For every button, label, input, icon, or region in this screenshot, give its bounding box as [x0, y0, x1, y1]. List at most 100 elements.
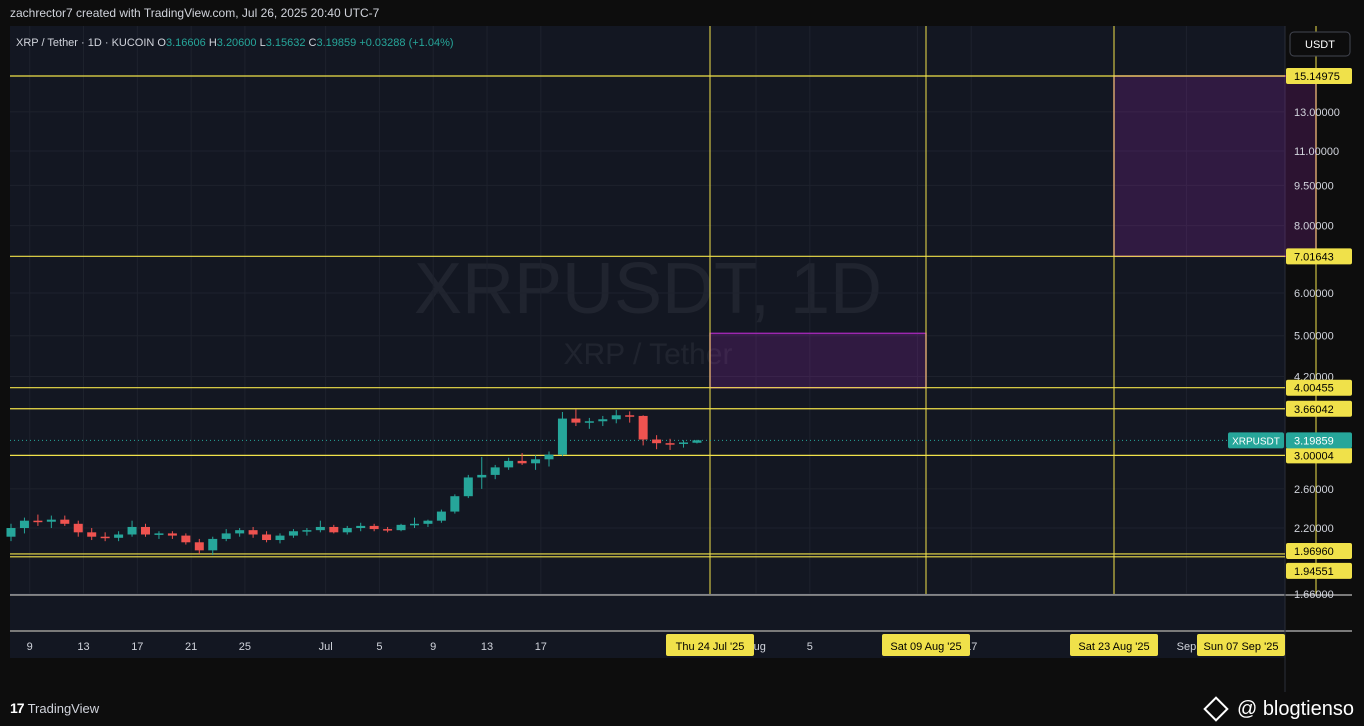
date-marker-tag: [666, 634, 754, 656]
date-marker-label: Sun 07 Sep '25: [1204, 641, 1279, 653]
time-tick-label: 13: [481, 641, 493, 653]
price-tick-label: 1.66000: [1294, 589, 1334, 601]
time-tick-label: 5: [807, 641, 813, 653]
date-marker-label: Sat 23 Aug '25: [1078, 641, 1149, 653]
watermark-symbol: XRPUSDT, 1D: [414, 249, 882, 329]
candle-body: [383, 529, 393, 531]
author-line: zachrector7 created with TradingView.com…: [0, 0, 1364, 26]
candle-body: [652, 439, 662, 444]
date-marker-label: Sat 09 Aug '25: [890, 641, 961, 653]
candle-body: [598, 419, 608, 422]
legend-c-label: C: [309, 37, 317, 49]
ohlc-legend[interactable]: XRP / Tether · 1D · KUCOIN O3.16606 H3.2…: [16, 37, 454, 49]
binance-icon: [1203, 696, 1229, 722]
level-tag-label: 3.66042: [1294, 404, 1334, 416]
candle-body: [571, 418, 581, 423]
candle-body: [235, 530, 245, 534]
price-tick-label: 5.00000: [1294, 331, 1334, 343]
candle-body: [167, 533, 177, 536]
level-tag: [1286, 447, 1352, 464]
watermark-description: XRP / Tether: [564, 338, 733, 371]
candle-body: [73, 523, 83, 533]
candle-body: [221, 533, 231, 539]
time-tick-label: Jul: [319, 641, 333, 653]
candle-body: [315, 526, 325, 531]
price-tag-label: 3.19859: [1294, 435, 1334, 447]
candle-body: [356, 525, 366, 529]
candle-body: [450, 496, 460, 512]
credit-label: @ blogtienso: [1236, 697, 1354, 720]
candle-body: [288, 531, 298, 536]
candle-body: [342, 528, 352, 533]
candle-body: [194, 542, 204, 551]
price-tick-label: 13.00000: [1294, 107, 1340, 119]
candle-body: [248, 530, 258, 535]
symbol-tag-label: XRPUSDT: [1232, 436, 1280, 447]
indicator-pane: [10, 596, 1285, 630]
candle-body: [531, 459, 541, 464]
candle-body: [114, 534, 124, 538]
candle-body: [141, 526, 150, 535]
time-tick-label: 17: [535, 641, 547, 653]
date-marker-tag: [1070, 634, 1158, 656]
level-tag-label: 7.01643: [1294, 251, 1334, 263]
candle-body: [100, 536, 110, 539]
candle-body: [127, 526, 137, 535]
time-tick-label: 9: [27, 641, 33, 653]
legend-c-value: 3.19859: [317, 37, 360, 49]
tradingview-logo[interactable]: 17 TradingView: [10, 700, 99, 716]
candle-body: [692, 440, 702, 443]
target-zone[interactable]: [709, 332, 927, 389]
legend-change: +0.03288 (+1.04%): [359, 37, 453, 49]
currency-label: USDT: [1305, 39, 1335, 51]
candle-body: [302, 530, 312, 532]
candle-body: [208, 538, 218, 551]
target-zone[interactable]: [1113, 75, 1317, 258]
price-tick-label: 8.00000: [1294, 221, 1334, 233]
candle-body: [329, 526, 339, 533]
legend-h-label: H: [209, 37, 217, 49]
price-tag: [1286, 432, 1352, 449]
currency-button[interactable]: [1289, 31, 1351, 57]
chart-pane[interactable]: [10, 26, 1285, 594]
time-tick-label: 21: [185, 641, 197, 653]
price-tick-label: 2.20000: [1294, 523, 1334, 535]
level-tag: [1286, 248, 1352, 265]
candle-body: [87, 532, 97, 537]
candle-body: [262, 534, 272, 541]
candle-body: [517, 460, 527, 464]
price-tick-label: 6.00000: [1294, 288, 1334, 300]
date-marker-label: Thu 24 Jul '25: [676, 641, 745, 653]
candle-body: [638, 415, 648, 440]
level-tag: [1286, 400, 1352, 417]
candle-body: [369, 525, 379, 530]
candle-body: [33, 520, 43, 523]
credit: @ blogtienso: [1203, 692, 1354, 726]
price-chart[interactable]: XRPUSDT, 1D XRP / Tether 9 13 17 21 25 Jul 5 9 13…: [0, 26, 1364, 692]
level-tag-label: 1.96960: [1294, 546, 1334, 558]
candle-body: [423, 520, 433, 524]
footer-bar: 17 TradingView @ blogtienso: [0, 692, 1364, 726]
price-tick-label: 9.50000: [1294, 180, 1334, 192]
candle-body: [436, 511, 446, 521]
symbol-tag: [1228, 432, 1284, 449]
tv-icon: 17: [10, 700, 25, 716]
legend-l-value: 3.15632: [266, 37, 309, 49]
price-tick-label: 2.60000: [1294, 484, 1334, 496]
level-tag: [1286, 562, 1352, 579]
time-tick-label: 13: [77, 641, 89, 653]
candle-body: [396, 524, 406, 531]
legend-h-value: 3.20600: [217, 37, 260, 49]
time-tick-label: Sep: [1177, 641, 1197, 653]
candle-body: [665, 443, 675, 445]
candle-body: [46, 519, 56, 522]
candle-body: [490, 467, 500, 475]
candle-body: [6, 528, 16, 537]
level-tag: [1286, 379, 1352, 396]
time-tick-label: 17: [131, 641, 143, 653]
legend-symbol: XRP / Tether · 1D · KUCOIN: [16, 37, 157, 49]
candle-body: [60, 519, 70, 524]
time-tick-label: 9: [430, 641, 436, 653]
level-tag-label: 3.00004: [1294, 450, 1334, 462]
legend-o-label: O: [157, 37, 166, 49]
